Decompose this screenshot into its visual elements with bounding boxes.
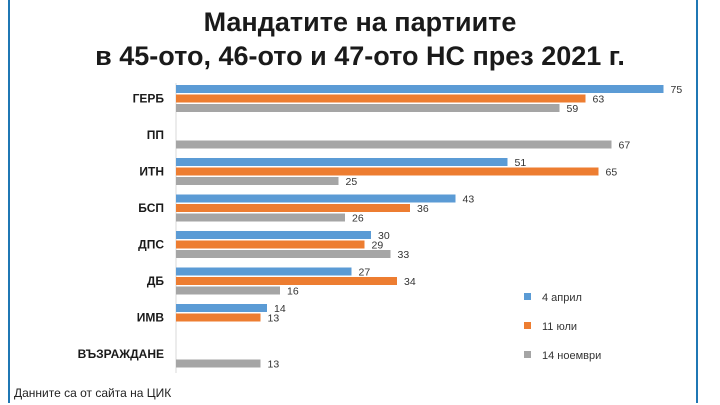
data-label: 67 (619, 140, 631, 152)
bar-1 (176, 94, 586, 103)
category-label: ИМВ (137, 311, 165, 325)
data-label: 65 (606, 167, 618, 179)
bar-1 (176, 204, 410, 212)
bar-2 (176, 104, 560, 112)
data-label: 63 (593, 94, 605, 106)
bar-2 (176, 177, 339, 185)
bar-1 (176, 277, 397, 285)
data-label: 25 (346, 176, 358, 188)
data-label: 13 (268, 313, 280, 325)
bar-0 (176, 304, 267, 312)
legend-label: 14 ноември (542, 350, 601, 362)
bar-2 (176, 140, 612, 149)
data-label: 30 (378, 230, 390, 242)
chart-title-line1: Мандатите на партиите (203, 7, 517, 37)
bar-2 (176, 286, 280, 295)
data-label: 27 (359, 267, 371, 279)
category-label: БСП (138, 201, 164, 215)
data-label: 43 (463, 194, 475, 206)
legend-label: 4 април (542, 292, 582, 304)
data-label: 75 (671, 84, 683, 96)
data-label: 14 (274, 303, 286, 315)
data-label: 51 (515, 157, 527, 169)
bar-2 (176, 359, 261, 368)
bar-0 (176, 231, 371, 239)
category-label: ПП (147, 128, 164, 142)
bar-0 (176, 194, 456, 203)
bar-1 (176, 240, 365, 249)
data-label: 59 (567, 103, 579, 115)
category-label: ГЕРБ (133, 92, 165, 106)
data-label: 33 (398, 249, 410, 261)
data-label: 36 (417, 203, 429, 215)
data-label: 13 (268, 359, 280, 371)
chart-title-line2: в 45-ото, 46-ото и 47-ото НС през 2021 г… (95, 41, 625, 71)
data-label: 34 (404, 276, 416, 288)
legend-swatch (524, 322, 531, 329)
data-label: 16 (287, 286, 299, 298)
category-label: ДБ (147, 274, 165, 288)
bar-0 (176, 267, 352, 276)
bar-2 (176, 250, 391, 258)
bar-2 (176, 213, 345, 222)
legend-swatch (524, 293, 531, 300)
bar-0 (176, 85, 664, 93)
category-label: ВЪЗРАЖДАНЕ (78, 347, 164, 361)
data-label: 26 (352, 213, 364, 225)
data-label: 29 (372, 240, 384, 252)
category-label: ДПС (138, 238, 164, 252)
bar-0 (176, 158, 508, 166)
legend-swatch (524, 351, 531, 358)
bar-1 (176, 167, 599, 176)
category-label: ИТН (139, 165, 164, 179)
bar-1 (176, 313, 261, 322)
legend-label: 11 юли (542, 321, 577, 333)
source-note: Данните са от сайта на ЦИК (14, 386, 172, 400)
